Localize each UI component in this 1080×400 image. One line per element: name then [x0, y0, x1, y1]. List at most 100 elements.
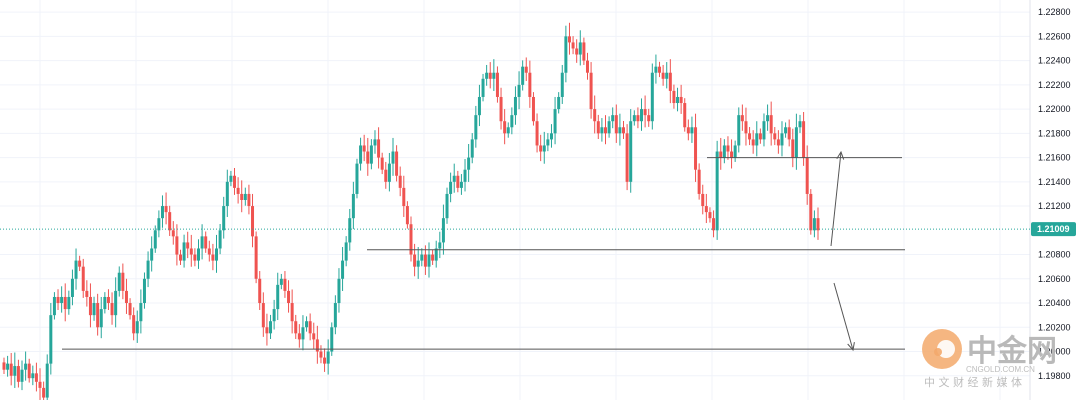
candles	[2, 22, 820, 400]
candle-body	[658, 66, 662, 73]
candle-body	[211, 254, 215, 261]
candle-body	[344, 242, 348, 261]
candle-body	[452, 175, 456, 182]
candle-body	[265, 327, 269, 334]
candle-body	[589, 72, 593, 110]
candle-body	[236, 187, 240, 194]
candle-body	[517, 84, 521, 97]
candle-body	[391, 151, 395, 164]
candle-body	[330, 327, 334, 352]
candle-body	[413, 254, 417, 267]
candle-body	[701, 193, 705, 207]
candle-body	[787, 127, 791, 140]
grid-lines	[0, 0, 1030, 400]
candle-body	[34, 373, 38, 382]
candle-body	[434, 248, 438, 261]
candle-body	[254, 236, 258, 279]
candle-body	[697, 169, 701, 194]
candle-body	[791, 139, 795, 158]
candle-body	[398, 175, 402, 188]
candle-body	[456, 175, 460, 188]
candle-body	[193, 254, 197, 261]
candle-body	[780, 133, 784, 146]
candle-body	[546, 139, 550, 146]
candle-body	[535, 121, 539, 146]
candle-body	[719, 151, 723, 158]
candle-body	[168, 212, 172, 231]
candle-body	[809, 193, 813, 231]
candle-body	[611, 115, 615, 122]
candle-body	[661, 72, 665, 79]
candle-body	[694, 127, 698, 170]
arrow-up-head	[836, 150, 845, 160]
candle-body	[150, 248, 154, 261]
candle-body	[142, 278, 146, 304]
candle-body	[218, 230, 222, 249]
candle-body	[665, 72, 669, 79]
candle-body	[96, 303, 100, 328]
candle-body	[622, 127, 626, 134]
y-tick-label: 1.20400	[1038, 298, 1071, 308]
candle-body	[531, 96, 535, 122]
y-tick-label: 1.20200	[1038, 322, 1071, 332]
candle-body	[647, 115, 651, 122]
candle-body	[380, 157, 384, 170]
candle-body	[261, 303, 265, 328]
candle-body	[802, 121, 806, 158]
candle-body	[290, 303, 294, 322]
candle-body	[233, 175, 237, 188]
candle-body	[225, 181, 229, 207]
candle-body	[74, 260, 78, 279]
candle-body	[99, 309, 103, 328]
candle-body	[402, 187, 406, 207]
candle-body	[287, 290, 291, 304]
candle-body	[160, 206, 164, 219]
candle-body	[668, 72, 672, 91]
candle-body	[20, 369, 24, 382]
watermark-logo-dot-icon	[934, 348, 942, 356]
y-tick-label: 1.22400	[1038, 56, 1071, 66]
y-tick-label: 1.22200	[1038, 80, 1071, 90]
candle-body	[92, 303, 96, 316]
candle-body	[603, 127, 607, 134]
candle-body	[463, 169, 467, 182]
candle-body	[186, 242, 190, 249]
arrow-up[interactable]	[830, 151, 842, 247]
candle-body	[553, 109, 557, 134]
arrow-down[interactable]	[833, 282, 854, 351]
candle-body	[481, 78, 485, 97]
candle-body	[106, 296, 110, 304]
candle-body	[366, 151, 370, 164]
candle-body	[715, 151, 719, 231]
candle-body	[629, 121, 633, 182]
candle-body	[13, 366, 17, 376]
price-axis[interactable]: 1.22800 1.22600 1.22400 1.22200 1.22000 1.218…	[1038, 7, 1071, 381]
candle-body	[182, 242, 186, 261]
candle-body	[333, 303, 337, 328]
candle-body	[423, 254, 427, 267]
candle-body	[315, 339, 319, 352]
candle-body	[164, 206, 168, 213]
candle-body	[712, 218, 716, 231]
candle-body	[744, 121, 748, 134]
watermark-name: 中金网	[967, 334, 1057, 369]
candle-body	[135, 321, 139, 334]
candle-body	[215, 248, 219, 261]
candle-body	[485, 72, 489, 79]
candle-body	[513, 96, 517, 116]
candle-body	[503, 121, 507, 134]
candle-body	[816, 218, 820, 231]
current-price-tag: 1.21009	[0, 222, 1076, 237]
y-tick-label: 1.21200	[1038, 201, 1071, 211]
candle-body	[445, 193, 449, 219]
candle-body	[175, 236, 179, 255]
candle-body	[377, 139, 381, 158]
y-tick-label: 1.22800	[1038, 7, 1071, 17]
candle-body	[103, 296, 107, 310]
candle-body	[222, 206, 226, 231]
candle-body	[755, 133, 759, 146]
candle-body	[337, 278, 341, 304]
candle-body	[45, 363, 49, 398]
candle-body	[240, 193, 244, 200]
candle-body	[60, 296, 64, 304]
